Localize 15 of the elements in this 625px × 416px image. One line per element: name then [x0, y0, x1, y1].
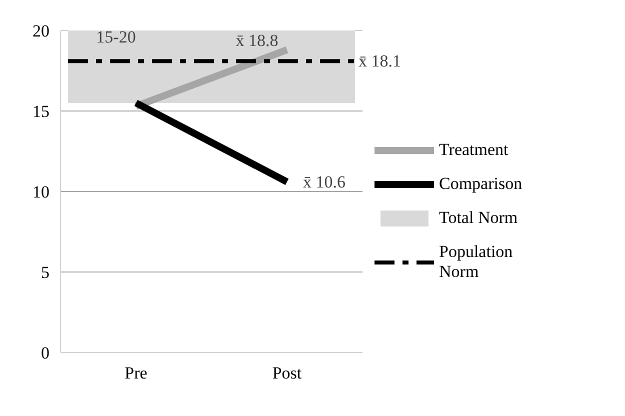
y-tick-label: 20	[32, 22, 50, 40]
annotation: 15-20	[96, 28, 136, 46]
legend-label: Population Norm	[439, 242, 513, 282]
annotation: x̄ 18.8	[236, 30, 278, 50]
x-tick-label: Post	[272, 364, 302, 382]
annotation: x̄ 18.1	[358, 52, 401, 71]
legend-label: Total Norm	[439, 208, 518, 228]
legend-label: Treatment	[439, 140, 508, 160]
annotation: x̄ 10.6	[303, 172, 346, 192]
x-tick-label: Pre	[124, 364, 148, 382]
y-tick-label: 10	[32, 182, 50, 202]
y-tick-label: 5	[41, 263, 50, 282]
y-tick-label: 15	[32, 102, 50, 121]
y-tick-label: 0	[41, 344, 50, 362]
legend-label: Comparison	[439, 174, 522, 194]
